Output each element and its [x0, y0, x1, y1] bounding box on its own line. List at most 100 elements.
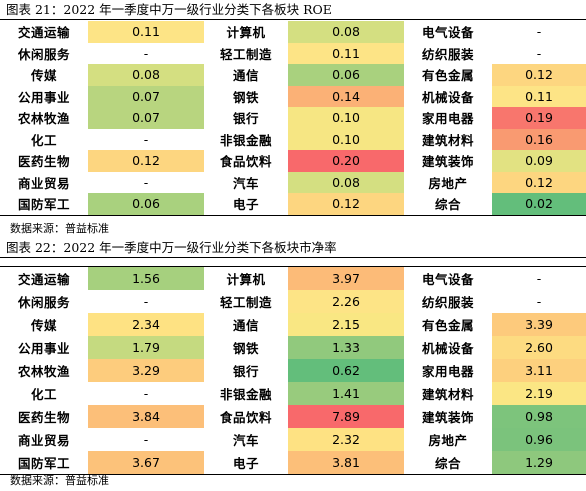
- sector-value: 0.96: [492, 428, 586, 451]
- table-row: 传媒 0.08 通信 0.06 有色金属 0.12: [0, 64, 586, 86]
- sector-value: 0.62: [288, 359, 404, 382]
- sector-name: 机械设备: [421, 89, 474, 105]
- sector-value: -: [536, 24, 542, 40]
- table-row: 化工 - 非银金融 0.10 建筑材料 0.16: [0, 128, 586, 150]
- sector-name: 食品饮料: [219, 410, 272, 425]
- sector-name: 医药生物: [17, 410, 70, 425]
- sector-name: 建筑装饰: [421, 154, 474, 170]
- sector-value: -: [143, 386, 149, 401]
- sector-name: 医药生物: [17, 154, 70, 170]
- sector-value: 3.84: [88, 405, 204, 428]
- table-row: 农林牧渔 0.07 银行 0.10 家用电器 0.19: [0, 107, 586, 129]
- table-row: 医药生物 0.12 食品饮料 0.20 建筑装饰 0.09: [0, 150, 586, 172]
- pe-table: 交通运输 1.56 计算机 3.97 电气设备 - 休闲服务 - 轻工制造 2.26 纺织服装 - 传媒…: [0, 266, 586, 475]
- sector-value: 1.79: [88, 336, 204, 359]
- sector-value: 2.32: [288, 428, 404, 451]
- sector-name: 建筑装饰: [421, 410, 474, 425]
- sector-name: 非银金融: [219, 387, 272, 402]
- sector-name: 有色金属: [421, 68, 474, 84]
- sector-name: 休闲服务: [17, 46, 70, 62]
- sector-value: 0.10: [288, 128, 404, 150]
- sector-name: 化工: [30, 387, 57, 402]
- sector-name: 建筑材料: [421, 132, 474, 148]
- table-row: 商业贸易 - 汽车 2.32 房地产 0.96: [0, 428, 586, 451]
- sector-value: -: [536, 45, 542, 61]
- sector-value: -: [143, 45, 149, 61]
- sector-value: 3.11: [492, 359, 586, 382]
- sector-name: 通信: [232, 68, 259, 84]
- sector-name: 电子: [232, 456, 259, 471]
- sector-value: 0.20: [288, 150, 404, 172]
- sector-value: -: [536, 294, 542, 309]
- sector-name: 汽车: [232, 175, 259, 191]
- sector-name: 计算机: [226, 272, 266, 287]
- sector-value: 0.10: [288, 107, 404, 129]
- sector-name: 纺织服装: [421, 46, 474, 62]
- sector-name: 交通运输: [17, 272, 70, 287]
- sector-value: -: [143, 174, 149, 190]
- sector-value: 0.11: [88, 21, 204, 43]
- sector-name: 家用电器: [421, 111, 474, 127]
- pe-source: 数据来源：普益标准: [10, 474, 109, 487]
- table-row: 化工 - 非银金融 1.41 建筑材料 2.19: [0, 382, 586, 405]
- sector-value: 0.07: [88, 107, 204, 129]
- sector-name: 电气设备: [421, 272, 474, 287]
- table-row: 国防军工 0.06 电子 0.12 综合 0.02: [0, 193, 586, 215]
- sector-value: 2.15: [288, 313, 404, 336]
- pe-caption: 图表 22：2022 年一季度中万一级行业分类下各板块市净率: [0, 238, 586, 258]
- table-row: 国防军工 3.67 电子 3.81 综合 1.29: [0, 451, 586, 475]
- sector-name: 轻工制造: [219, 46, 272, 62]
- sector-value: 0.12: [88, 150, 204, 172]
- sector-value: -: [143, 294, 149, 309]
- sector-name: 计算机: [226, 25, 266, 41]
- table-row: 公用事业 0.07 钢铁 0.14 机械设备 0.11: [0, 85, 586, 107]
- sector-value: 0.98: [492, 405, 586, 428]
- table-row: 休闲服务 - 轻工制造 2.26 纺织服装 -: [0, 290, 586, 313]
- sector-value: 0.02: [492, 193, 586, 215]
- sector-value: 0.11: [288, 42, 404, 64]
- sector-name: 食品饮料: [219, 154, 272, 170]
- sector-name: 银行: [232, 111, 259, 127]
- sector-value: 0.06: [88, 193, 204, 215]
- table-row: 传媒 2.34 通信 2.15 有色金属 3.39: [0, 313, 586, 336]
- sector-value: 2.19: [492, 382, 586, 405]
- sector-name: 传媒: [30, 68, 57, 84]
- sector-name: 非银金融: [219, 132, 272, 148]
- sector-name: 房地产: [428, 433, 468, 448]
- sector-name: 农林牧渔: [17, 364, 70, 379]
- sector-value: 0.12: [492, 171, 586, 193]
- sector-value: 0.06: [288, 64, 404, 86]
- sector-name: 通信: [232, 318, 259, 333]
- sector-value: 2.26: [288, 290, 404, 313]
- sector-value: 7.89: [288, 405, 404, 428]
- sector-value: 0.12: [492, 64, 586, 86]
- sector-name: 传媒: [30, 318, 57, 333]
- sector-value: 2.60: [492, 336, 586, 359]
- sector-value: 0.19: [492, 107, 586, 129]
- sector-name: 电子: [232, 197, 259, 213]
- sector-name: 商业贸易: [17, 175, 70, 191]
- sector-value: 0.08: [288, 171, 404, 193]
- sector-value: -: [143, 432, 149, 447]
- table-row: 公用事业 1.79 钢铁 1.33 机械设备 2.60: [0, 336, 586, 359]
- sector-name: 汽车: [232, 433, 259, 448]
- sector-name: 房地产: [428, 175, 468, 191]
- sector-value: -: [143, 131, 149, 147]
- sector-name: 国防军工: [17, 456, 70, 471]
- sector-value: 0.08: [288, 21, 404, 43]
- sector-value: 0.07: [88, 85, 204, 107]
- sector-name: 钢铁: [232, 89, 259, 105]
- sector-name: 建筑材料: [421, 387, 474, 402]
- sector-value: 3.67: [88, 451, 204, 475]
- sector-name: 综合: [434, 456, 461, 471]
- sector-name: 国防军工: [17, 197, 70, 213]
- sector-name: 家用电器: [421, 364, 474, 379]
- sector-name: 有色金属: [421, 318, 474, 333]
- sector-name: 化工: [30, 132, 57, 148]
- table-row: 交通运输 0.11 计算机 0.08 电气设备 -: [0, 21, 586, 43]
- sector-value: 3.97: [288, 266, 404, 290]
- sector-value: 1.33: [288, 336, 404, 359]
- roe-table: 交通运输 0.11 计算机 0.08 电气设备 - 休闲服务 - 轻工制造 0.11 纺织服装 - 传媒…: [0, 21, 586, 216]
- table-row: 商业贸易 - 汽车 0.08 房地产 0.12: [0, 171, 586, 193]
- roe-caption: 图表 21：2022 年一季度中万一级行业分类下各板块 ROE: [0, 0, 586, 20]
